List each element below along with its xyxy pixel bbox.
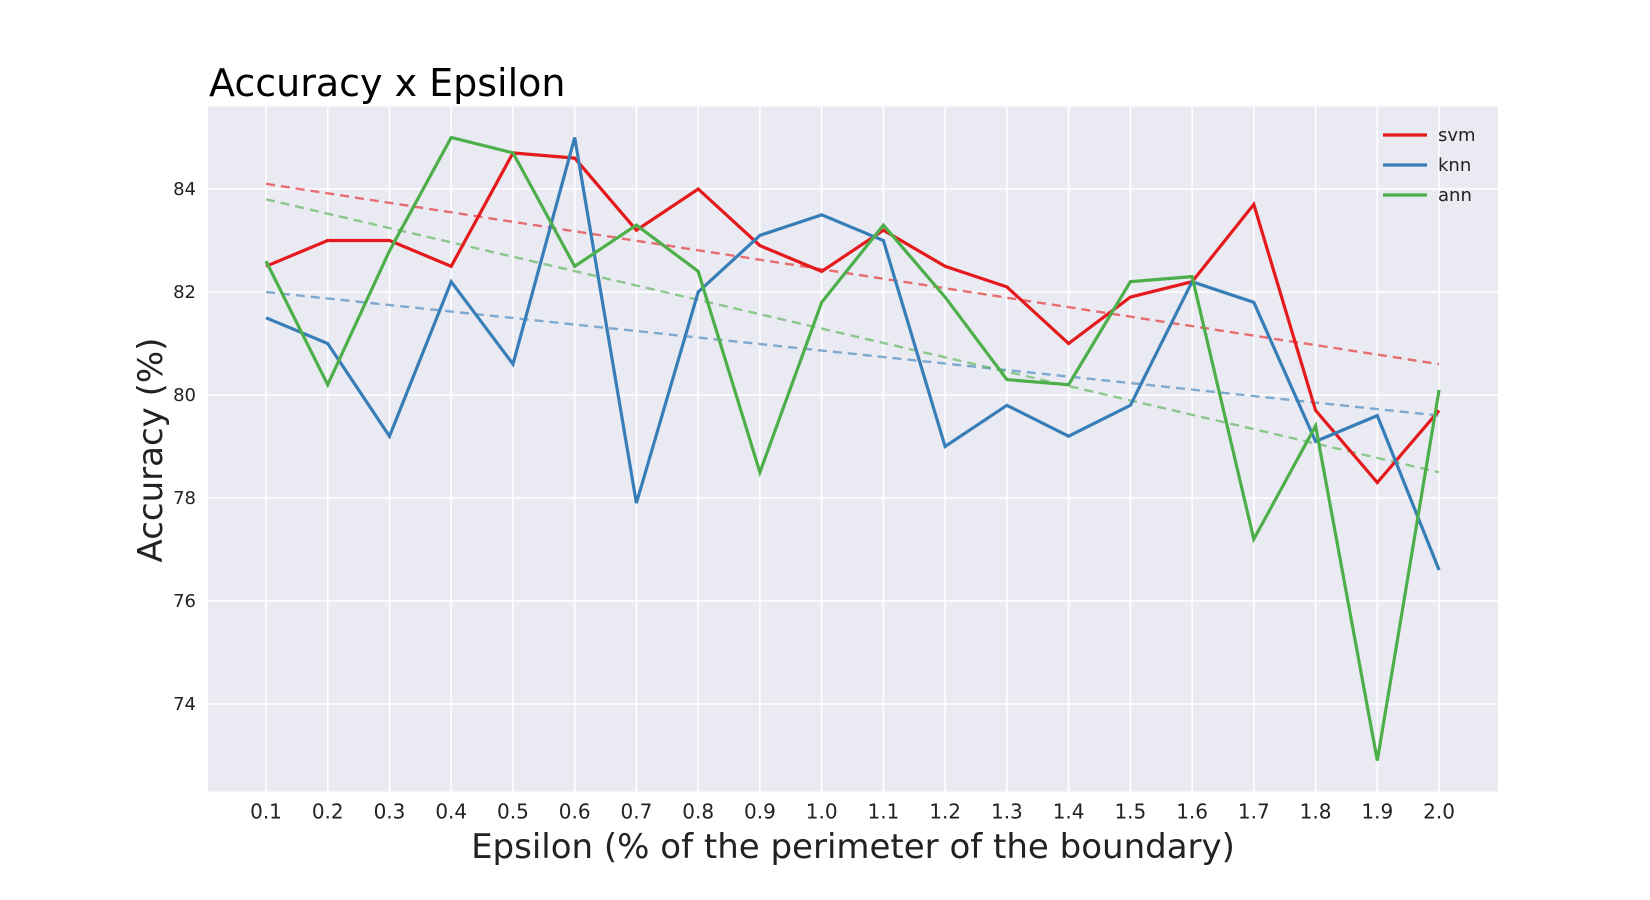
legend-label-knn: knn	[1438, 155, 1471, 176]
legend: svm knn ann	[1383, 125, 1476, 206]
y-axis-label: Accuracy (%)	[131, 338, 171, 563]
series-line-svm	[265, 151, 1441, 486]
x-tick-label: 1.9	[1361, 800, 1393, 824]
chart-title: Accuracy x Epsilon	[209, 61, 566, 105]
series-line-ann	[264, 135, 1441, 761]
legend-label-ann: ann	[1438, 185, 1472, 206]
x-tick-label: 0.2	[312, 800, 344, 824]
y-tick-label: 78	[173, 488, 196, 509]
x-tick-label: 0.5	[497, 800, 529, 824]
x-tick-label: 0.7	[621, 800, 653, 824]
x-tick-label: 1.4	[1053, 800, 1085, 824]
x-tick-label: 0.9	[744, 800, 776, 824]
x-tick-label: 2.0	[1423, 800, 1455, 824]
trend-line-knn	[265, 290, 1440, 417]
x-tick-label: 1.7	[1238, 800, 1270, 824]
y-tick-label: 84	[173, 179, 196, 200]
x-tick-label: 1.2	[929, 800, 961, 824]
grid	[208, 106, 1498, 792]
series-lines	[264, 135, 1441, 761]
x-axis-label: Epsilon (% of the perimeter of the bound…	[471, 827, 1235, 867]
x-tick-label: 0.3	[374, 800, 406, 824]
x-tick-label: 1.1	[867, 800, 899, 824]
trend-line-svm	[265, 182, 1440, 366]
x-tick-label: 1.8	[1300, 800, 1332, 824]
y-tick-label: 80	[173, 385, 196, 406]
y-tick-label: 76	[173, 591, 196, 612]
x-tick-label: 0.1	[250, 800, 282, 824]
x-tick-label: 0.6	[559, 800, 591, 824]
x-tick-labels: 0.1 0.2 0.3 0.4 0.5 0.6 0.7 0.8 0.9 1.0 1.1 1.2 1.3 1…	[250, 800, 1455, 824]
x-tick-label: 0.8	[682, 800, 714, 824]
x-tick-label: 1.5	[1114, 800, 1146, 824]
x-tick-label: 1.3	[991, 800, 1023, 824]
x-tick-label: 1.0	[806, 800, 838, 824]
y-tick-label: 82	[173, 282, 196, 303]
y-tick-label: 74	[173, 694, 196, 715]
x-tick-label: 1.6	[1176, 800, 1208, 824]
plot-area	[208, 106, 1498, 792]
series-line-knn	[265, 137, 1441, 571]
legend-label-svm: svm	[1438, 125, 1476, 146]
x-tick-label: 0.4	[435, 800, 467, 824]
y-tick-labels: 74 76 78 80 82 84	[173, 179, 196, 715]
